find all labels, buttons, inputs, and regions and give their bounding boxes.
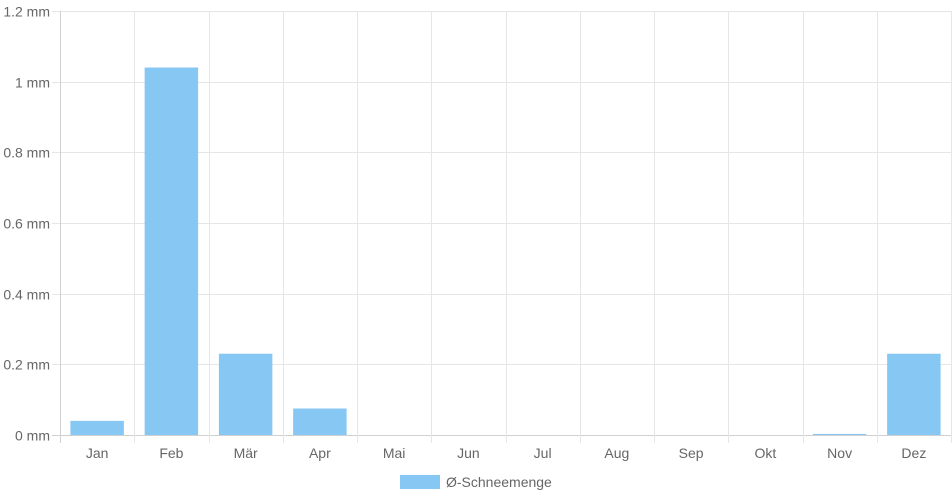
bar-Apr[interactable] <box>293 408 347 436</box>
x-tick-label: Jul <box>534 445 552 461</box>
y-axis: 0 mm 0.2 mm 0.4 mm 0.6 mm 0.8 mm 1 mm 1.2 mm <box>3 4 50 444</box>
bar-Nov[interactable] <box>812 433 867 435</box>
y-tick-label: 1 mm <box>15 75 50 91</box>
bar-Feb[interactable] <box>144 67 199 435</box>
legend-swatch <box>400 475 440 489</box>
bar-Dez[interactable] <box>887 353 941 435</box>
x-axis: Jan Feb Mär Apr Mai Jun Jul Aug Sep Okt Nov Dez <box>86 445 926 461</box>
y-tick-label: 0 mm <box>15 428 50 444</box>
x-tick-label: Aug <box>604 445 629 461</box>
bars <box>70 67 941 436</box>
legend-label: Ø-Schneemenge <box>446 474 552 490</box>
bar-Jan[interactable] <box>70 420 124 435</box>
y-tick-label: 0.8 mm <box>3 145 50 161</box>
x-tick-label: Jan <box>86 445 109 461</box>
x-tick-label: Okt <box>754 445 776 461</box>
legend[interactable]: Ø-Schneemenge <box>400 474 552 490</box>
y-tick-label: 0.4 mm <box>3 287 50 303</box>
y-tick-label: 0.2 mm <box>3 357 50 373</box>
x-tick-label: Dez <box>901 445 926 461</box>
x-tick-label: Mai <box>383 445 406 461</box>
x-tick-label: Jun <box>457 445 480 461</box>
y-tick-label: 0.6 mm <box>3 216 50 232</box>
y-tick-label: 1.2 mm <box>3 4 50 20</box>
x-tick-label: Nov <box>827 445 852 461</box>
x-tick-label: Feb <box>159 445 183 461</box>
x-tick-label: Apr <box>309 445 331 461</box>
grid <box>52 11 952 443</box>
bar-Mär[interactable] <box>218 353 273 435</box>
x-tick-label: Sep <box>679 445 704 461</box>
x-tick-label: Mär <box>234 445 258 461</box>
